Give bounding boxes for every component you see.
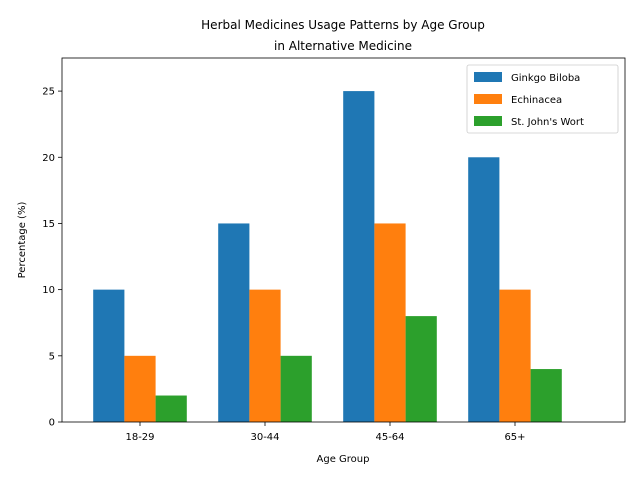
bar-st-john-s-wort-65- xyxy=(530,369,562,422)
bar-ginkgo-biloba-65- xyxy=(468,157,500,423)
legend: Ginkgo Biloba Echinacea St. John's Wort xyxy=(466,64,619,134)
y-ticks-group: 0 5 10 15 20 25 xyxy=(42,87,62,429)
y-axis-label: Percentage (%) xyxy=(17,202,28,279)
bar-echinacea-45-64 xyxy=(374,223,406,422)
bar-echinacea-18-29 xyxy=(124,355,156,422)
legend-box xyxy=(466,64,619,134)
x-tick-label: 18-29 xyxy=(125,432,154,443)
y-tick-label: 25 xyxy=(42,87,55,98)
legend-swatch xyxy=(474,94,502,104)
y-tick-label: 15 xyxy=(42,219,55,230)
y-tick-label: 20 xyxy=(42,153,55,164)
bar-ginkgo-biloba-45-64 xyxy=(343,91,375,422)
y-tick-label: 5 xyxy=(49,351,55,362)
legend-swatch xyxy=(474,72,502,82)
bar-echinacea-30-44 xyxy=(249,289,281,422)
x-axis-label: Age Group xyxy=(317,454,370,465)
bars-group xyxy=(93,91,562,423)
plot-frame xyxy=(61,57,626,423)
legend-label: St. John's Wort xyxy=(511,117,584,128)
y-tick-label: 0 xyxy=(49,418,55,429)
bar-st-john-s-wort-18-29 xyxy=(155,395,187,422)
x-ticks-group: 18-29 30-44 45-64 65+ xyxy=(125,422,526,443)
chart-title-line-2: in Alternative Medicine xyxy=(274,39,412,53)
chart-title-line-1: Herbal Medicines Usage Patterns by Age G… xyxy=(201,18,485,32)
legend-swatch xyxy=(474,116,502,126)
x-tick-label: 65+ xyxy=(504,432,525,443)
bar-st-john-s-wort-45-64 xyxy=(405,316,437,422)
bar-ginkgo-biloba-18-29 xyxy=(93,289,125,422)
bar-ginkgo-biloba-30-44 xyxy=(218,223,250,422)
bar-echinacea-65- xyxy=(499,289,531,422)
legend-label: Ginkgo Biloba xyxy=(511,73,580,84)
legend-label: Echinacea xyxy=(511,95,562,106)
y-tick-label: 10 xyxy=(42,285,55,296)
x-tick-label: 30-44 xyxy=(250,432,279,443)
bar-st-john-s-wort-30-44 xyxy=(280,355,312,422)
x-tick-label: 45-64 xyxy=(375,432,404,443)
